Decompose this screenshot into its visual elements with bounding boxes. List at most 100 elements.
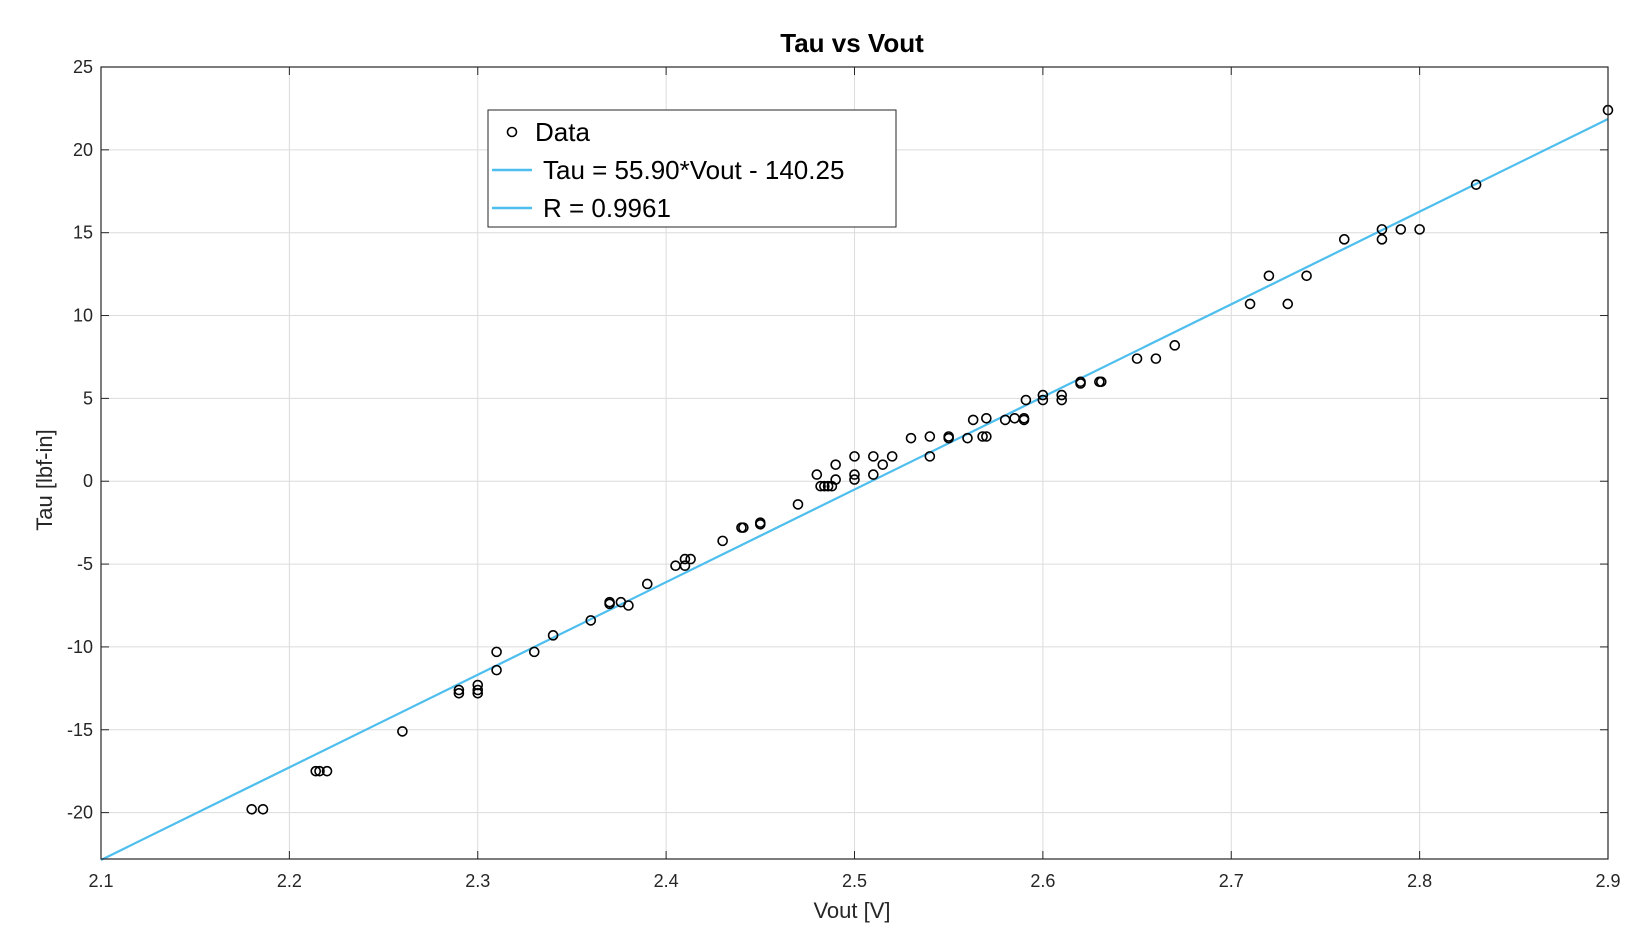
data-point [641, 578, 653, 590]
data-point [849, 474, 860, 485]
x-tick-label: 2.9 [1595, 871, 1620, 891]
data-point [830, 474, 841, 485]
data-point [1376, 224, 1388, 235]
data-point [1037, 394, 1049, 406]
y-tick-label: 25 [73, 57, 93, 77]
legend: Data Tau = 55.90*Vout - 140.25 R = 0.996… [487, 109, 897, 228]
x-axis-label: Vout [V] [813, 898, 890, 923]
data-point [819, 480, 830, 492]
x-tick-label: 2.6 [1030, 871, 1055, 891]
data-point [1376, 234, 1388, 245]
data-point [1338, 234, 1350, 245]
data-point [1037, 389, 1049, 401]
data-point [1301, 270, 1312, 282]
x-tick-label: 2.2 [277, 871, 302, 891]
data-point [453, 684, 465, 696]
data-point [815, 480, 826, 492]
y-tick-label: 20 [73, 140, 93, 160]
y-tick-label: -20 [67, 803, 93, 823]
y-tick-label: 15 [73, 223, 93, 243]
data-point [679, 560, 691, 572]
data-point [623, 600, 634, 611]
data-point [924, 451, 936, 462]
data-point [830, 459, 841, 470]
y-tick-label: -15 [67, 720, 93, 740]
data-point [472, 688, 484, 699]
y-axis-label: Tau [lbf-in] [32, 429, 57, 531]
data-point [1395, 224, 1407, 235]
data-point [314, 765, 325, 777]
data-point [738, 522, 749, 533]
data-point [962, 432, 973, 444]
legend-marker-data [506, 126, 518, 138]
data-point [1075, 376, 1086, 388]
data-point [877, 459, 889, 470]
data-point [981, 431, 992, 442]
data-point [257, 803, 269, 815]
data-point [1056, 389, 1068, 401]
data-point [868, 451, 879, 462]
data-point [585, 615, 597, 626]
x-tick-label: 2.1 [88, 871, 113, 891]
y-tick-label: 10 [73, 306, 93, 326]
data-point [1169, 340, 1181, 351]
axis-ticks [100, 66, 1609, 859]
data-point [811, 469, 823, 480]
data-point [1263, 270, 1275, 282]
x-tick-label: 2.4 [654, 871, 679, 891]
data-point [321, 765, 333, 777]
x-tick-label: 2.3 [465, 871, 490, 891]
legend-label-data: Data [535, 117, 590, 147]
x-tick-label: 2.7 [1219, 871, 1244, 891]
x-tick-labels: 2.1 2.2 2.3 2.4 2.5 2.6 2.7 2.8 2.9 [88, 871, 1620, 891]
data-point [822, 480, 834, 492]
data-point [1095, 376, 1107, 388]
data-point [547, 630, 559, 641]
legend-label-fit: Tau = 55.90*Vout - 140.25 [543, 155, 844, 185]
data-point [792, 499, 804, 510]
data-point [604, 598, 615, 610]
data-point [472, 684, 484, 696]
data-point [943, 432, 954, 444]
y-tick-label: -5 [77, 554, 93, 574]
data-point [397, 726, 408, 737]
data-point [1244, 298, 1256, 310]
data-point [1056, 394, 1068, 406]
data-point [755, 517, 766, 528]
data-point [1282, 298, 1294, 310]
data-points [246, 104, 1614, 815]
fit-line-layer [100, 118, 1609, 861]
data-point [491, 646, 502, 658]
data-point [1150, 353, 1162, 364]
data-point [981, 412, 992, 424]
data-point [1131, 353, 1143, 364]
data-point [679, 553, 691, 565]
data-point [1414, 224, 1425, 235]
data-point [310, 765, 322, 777]
data-point [491, 664, 502, 676]
chart-title: Tau vs Vout [780, 28, 924, 58]
x-tick-label: 2.8 [1407, 871, 1432, 891]
y-tick-label: -10 [67, 637, 93, 657]
data-point [849, 451, 860, 462]
data-point [924, 431, 936, 442]
data-point [1018, 412, 1030, 424]
data-point [868, 469, 879, 480]
y-tick-label: 5 [83, 388, 93, 408]
y-tick-label: 0 [83, 471, 93, 491]
legend-label-r: R = 0.9961 [543, 193, 671, 223]
data-point [528, 646, 540, 658]
data-point [967, 414, 979, 426]
legend-box [487, 109, 897, 228]
data-point [977, 431, 988, 442]
data-point [905, 432, 917, 444]
x-tick-label: 2.5 [842, 871, 867, 891]
data-point [717, 535, 728, 547]
data-point [453, 688, 465, 699]
data-point [1020, 394, 1032, 406]
data-point [246, 803, 257, 815]
y-tick-labels: -20 -15 -10 -5 0 5 10 15 20 25 [67, 57, 93, 823]
fit-line [100, 118, 1609, 861]
